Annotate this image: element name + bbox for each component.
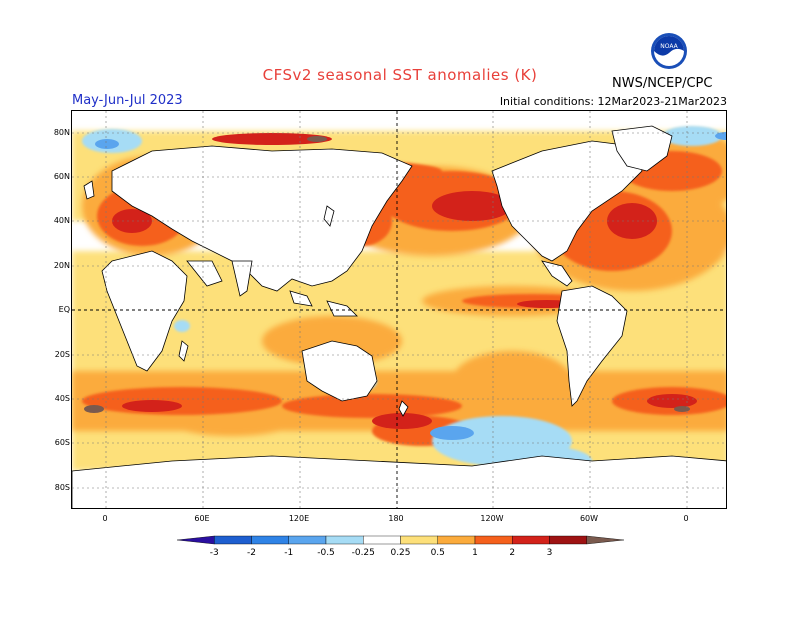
- color-bar-swatch: [586, 535, 625, 545]
- sst-anomaly-map: [71, 110, 727, 509]
- color-bar-tick-label: -0.25: [352, 548, 375, 558]
- color-bar-tick-label: 1: [472, 548, 478, 558]
- map-canvas: [72, 111, 726, 508]
- lon-label: 120E: [288, 514, 310, 523]
- color-bar-swatch: [437, 535, 476, 545]
- color-bar-legend: -3 -2 -1 -0.5 -0.25 0.25 0.5 1 2 3: [176, 535, 625, 558]
- color-bar-swatch: [214, 535, 252, 545]
- lat-label: 60N: [53, 172, 70, 181]
- land-masses: [72, 125, 726, 508]
- color-bar-swatch: [251, 535, 289, 545]
- lat-label: 40N: [53, 216, 70, 225]
- lon-label: 0: [102, 514, 108, 523]
- lat-label: 20S: [54, 350, 70, 359]
- lon-label: 60E: [194, 514, 210, 523]
- color-bar-tick-label: 2: [509, 548, 515, 558]
- color-bar-swatches: [176, 535, 625, 545]
- noaa-logo-icon: NOAA: [651, 33, 687, 69]
- lat-label: 60S: [54, 438, 70, 447]
- lat-label: EQ: [58, 305, 70, 314]
- agency-label: NWS/NCEP/CPC: [612, 76, 713, 91]
- color-bar-ticks: -3 -2 -1 -0.5 -0.25 0.25 0.5 1 2 3: [210, 548, 553, 558]
- lon-label: 180: [388, 514, 404, 523]
- logo-text: NOAA: [660, 43, 678, 50]
- lat-label: 20N: [53, 261, 70, 270]
- color-bar-tick-label: -1: [284, 548, 293, 558]
- color-bar-swatch: [549, 535, 587, 545]
- color-bar-tick-label: 3: [547, 548, 553, 558]
- season-label: May-Jun-Jul 2023: [72, 93, 183, 108]
- color-bar-tick-label: 0.5: [431, 548, 445, 558]
- lon-label: 0: [683, 514, 689, 523]
- color-bar-swatch: [325, 535, 364, 545]
- equator-dateline: [72, 111, 726, 508]
- lat-label: 80S: [54, 483, 70, 492]
- lat-label: 80N: [53, 128, 70, 137]
- lat-label: 40S: [54, 394, 70, 403]
- color-bar-swatch: [176, 535, 215, 545]
- color-bar-swatch: [288, 535, 327, 545]
- color-bar-swatch: [512, 535, 550, 545]
- map-title: CFSv2 seasonal SST anomalies (K): [262, 66, 538, 84]
- color-bar-swatch: [363, 535, 401, 545]
- color-bar-tick-label: -0.5: [317, 548, 335, 558]
- color-bar-tick-label: -2: [247, 548, 256, 558]
- initial-conditions-label: Initial conditions: 12Mar2023-21Mar2023: [499, 95, 727, 108]
- color-bar-tick-label: 0.25: [390, 548, 410, 558]
- color-bar-swatch: [474, 535, 513, 545]
- grid-lines: [72, 111, 726, 508]
- color-bar-tick-label: -3: [210, 548, 219, 558]
- lon-label: 60W: [579, 514, 599, 523]
- color-bar-swatch: [400, 535, 438, 545]
- lon-label: 120W: [480, 514, 504, 523]
